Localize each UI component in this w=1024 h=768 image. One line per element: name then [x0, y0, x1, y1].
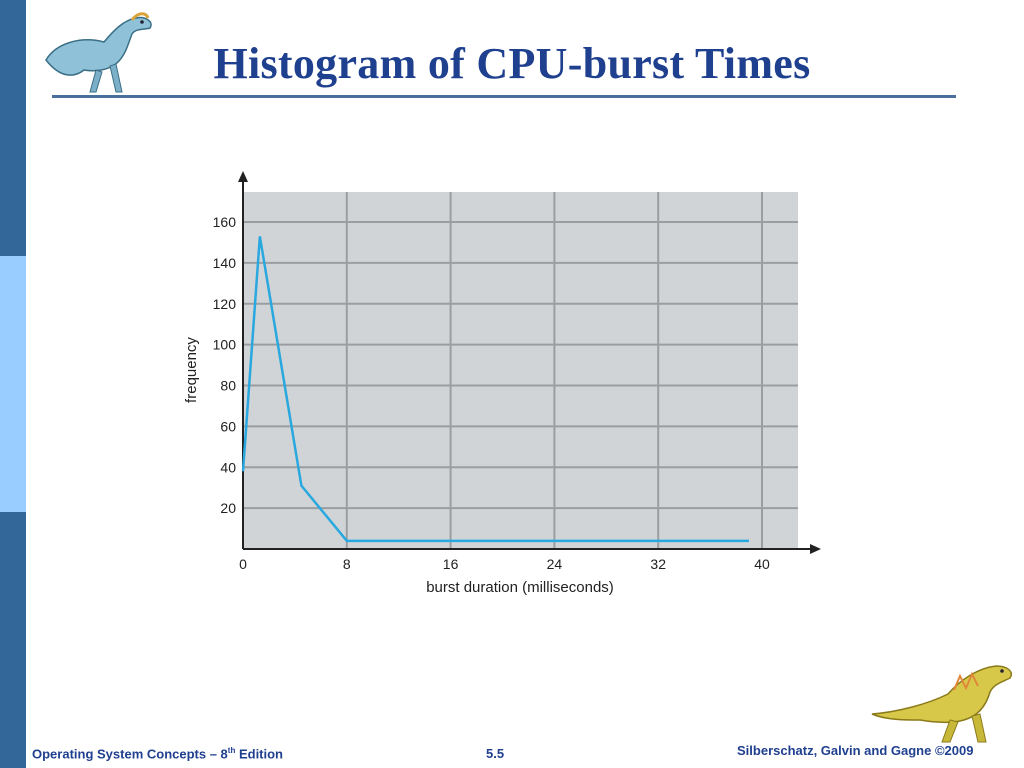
- x-tick-label: 0: [239, 556, 247, 572]
- grid-lines: [243, 192, 798, 549]
- left-bar-bottom-segment: [0, 512, 26, 768]
- footer-book-sup: th: [227, 746, 236, 755]
- y-tick-label: 100: [213, 337, 237, 353]
- burst-histogram-chart: 0 8 16 24 32 40 20 40 60 80 100 120 140 160 burst du…: [180, 165, 830, 610]
- left-bar-middle-segment: [0, 256, 26, 512]
- left-bar-top-segment: [0, 0, 26, 256]
- x-tick-label: 16: [443, 556, 459, 572]
- plot-area: [243, 192, 798, 549]
- y-tick-labels: 20 40 60 80 100 120 140 160: [213, 214, 237, 516]
- y-tick-label: 80: [220, 378, 236, 394]
- title-divider: [52, 95, 956, 98]
- y-tick-label: 20: [220, 500, 236, 516]
- x-axis-label: burst duration (milliseconds): [426, 579, 614, 596]
- x-axis-arrow-icon: [810, 544, 821, 554]
- footer-page-number: 5.5: [486, 746, 505, 761]
- dinosaur-footer-icon: [871, 665, 1012, 743]
- y-tick-label: 160: [213, 214, 237, 230]
- left-accent-bar: [0, 0, 26, 768]
- x-tick-label: 32: [650, 556, 666, 572]
- footer-book-suffix: Edition: [235, 746, 284, 762]
- footer-book-prefix: Operating System Concepts – 8: [32, 746, 228, 762]
- y-axis-label: frequency: [183, 337, 200, 403]
- y-tick-label: 120: [213, 296, 237, 312]
- footer-copyright: Silberschatz, Galvin and Gagne ©2009: [737, 743, 974, 758]
- x-tick-labels: 0 8 16 24 32 40: [239, 556, 770, 572]
- x-tick-label: 24: [547, 556, 563, 572]
- footer-book-title: Operating System Concepts – 8th Edition: [32, 746, 283, 761]
- frequency-series-line: [241, 236, 750, 543]
- x-tick-label: 8: [343, 556, 351, 572]
- y-tick-label: 40: [220, 459, 236, 475]
- x-tick-label: 40: [754, 556, 770, 572]
- y-axis-arrow-icon: [238, 171, 248, 182]
- y-tick-label: 140: [213, 255, 237, 271]
- slide-title: Histogram of CPU-burst Times: [213, 39, 811, 88]
- dinosaur-logo-icon: [45, 12, 152, 93]
- y-tick-label: 60: [220, 418, 236, 434]
